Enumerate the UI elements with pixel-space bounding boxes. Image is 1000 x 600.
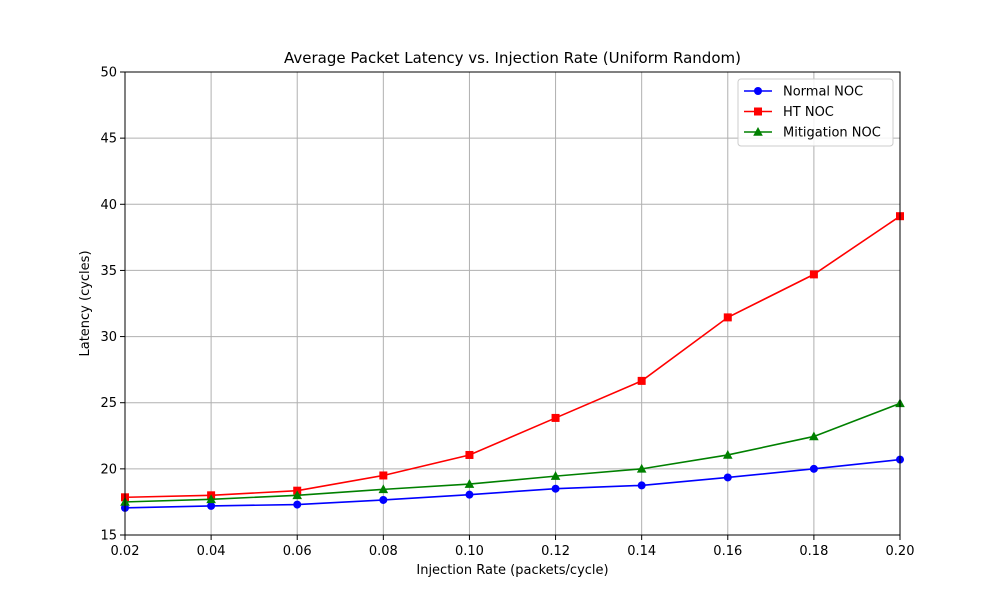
x-axis-ticks: 0.02 0.04 0.06 0.08 0.10 0.12 0.14 0.16 0.18 0.20 [111,535,915,559]
x-tick-label: 0.08 [369,544,398,559]
data-point-mitigation-noc [636,463,647,473]
series-line-mitigation-noc [124,402,901,503]
plot-frame [124,71,901,536]
data-point-ht-noc [465,450,474,459]
data-point-mitigation-noc [464,479,475,488]
y-tick-label: 20 [100,462,117,477]
legend-marker [754,107,762,116]
data-point-ht-noc [379,471,388,480]
data-point-mitigation-noc [550,471,561,480]
x-tick-label: 0.20 [886,544,915,559]
series-normal-noc [121,455,904,512]
x-axis-label: Injection Rate (packets/cycle) [416,563,608,578]
data-point-normal-noc [465,490,474,499]
data-point-ht-noc [723,313,732,322]
legend-label: Normal NOC [783,85,863,100]
legend-label: Mitigation NOC [783,126,881,141]
x-tick-label: 0.04 [197,544,226,559]
y-axis-label: Latency (cycles) [78,250,93,356]
x-tick-label: 0.12 [541,544,570,559]
y-tick-label: 35 [100,264,117,279]
chart-title: Average Packet Latency vs. Injection Rat… [284,49,741,67]
x-tick-label: 0.06 [283,544,312,559]
legend: Normal NOC HT NOC Mitigation NOC [737,78,894,147]
y-axis-ticks: 15 20 25 30 35 40 45 50 [100,66,125,544]
legend-box [737,78,894,147]
legend-items: Normal NOC HT NOC Mitigation NOC [744,85,881,141]
data-point-normal-noc [207,501,216,510]
data-point-normal-noc [637,481,646,490]
x-tick-label: 0.16 [713,544,742,559]
data-point-mitigation-noc [378,484,389,494]
data-point-ht-noc [809,270,818,279]
legend-item-ht-noc: HT NOC [744,105,834,120]
series-line-ht-noc [124,215,901,499]
series-line-normal-noc [124,458,901,509]
x-tick-label: 0.10 [455,544,484,559]
y-tick-label: 50 [100,66,117,81]
legend-marker [753,127,763,136]
x-tick-label: 0.02 [111,544,140,559]
series-layer [120,212,905,512]
y-tick-label: 25 [100,396,117,411]
y-tick-label: 30 [100,330,117,345]
data-point-mitigation-noc [292,490,303,500]
legend-label: HT NOC [783,105,834,120]
y-tick-label: 40 [100,198,117,213]
x-tick-label: 0.18 [799,544,828,559]
data-point-ht-noc [551,413,560,422]
data-point-normal-noc [809,464,818,473]
data-point-normal-noc [379,495,388,504]
legend-item-mitigation-noc: Mitigation NOC [744,126,881,141]
data-point-ht-noc [637,376,646,385]
x-tick-label: 0.14 [627,544,656,559]
y-tick-label: 45 [100,132,117,147]
data-point-normal-noc [293,500,302,509]
legend-marker [754,87,762,95]
data-point-normal-noc [723,473,732,482]
series-mitigation-noc [120,398,905,506]
y-tick-label: 15 [100,529,117,544]
data-point-mitigation-noc [206,494,216,504]
data-point-mitigation-noc [809,431,819,441]
legend-item-normal-noc: Normal NOC [744,85,863,100]
data-point-normal-noc [551,484,560,493]
data-point-mitigation-noc [722,449,733,459]
